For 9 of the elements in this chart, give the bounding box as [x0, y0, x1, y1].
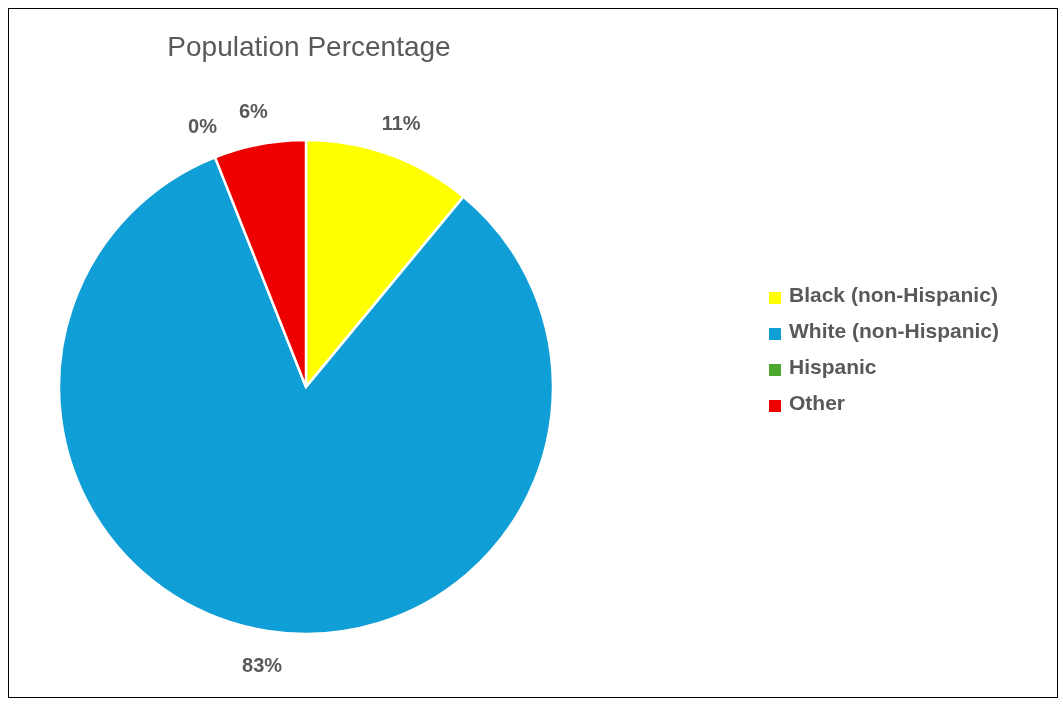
- legend-label: Black (non-Hispanic): [789, 283, 998, 306]
- chart-title: Population Percentage: [166, 31, 452, 63]
- text: 0%: [188, 114, 218, 137]
- legend-label: Hispanic: [789, 355, 877, 378]
- data-label: 11%: [381, 111, 421, 134]
- legend-label: White (non-Hispanic): [789, 319, 999, 342]
- legend-label: Other: [789, 391, 846, 414]
- data-label: 6%: [238, 99, 269, 122]
- data-label: 83%: [242, 653, 283, 676]
